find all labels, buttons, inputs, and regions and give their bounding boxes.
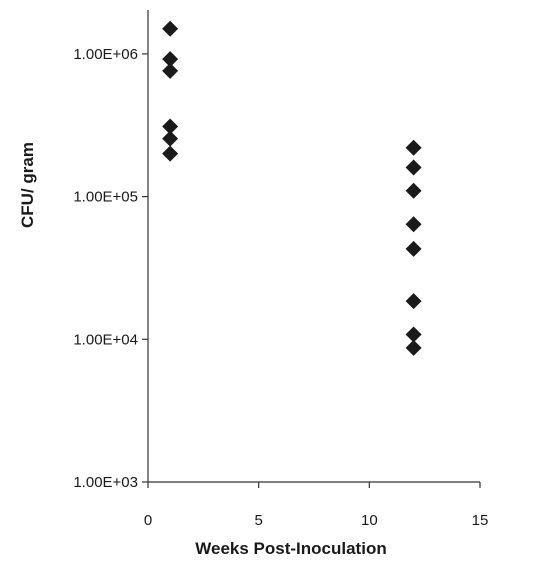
data-point-diamond bbox=[405, 240, 422, 257]
x-ticks: 0 5 10 15 bbox=[144, 482, 489, 529]
data-point-diamond bbox=[162, 145, 179, 162]
y-tick-label: 1.00E+06 bbox=[73, 46, 138, 63]
data-point-diamond bbox=[162, 51, 179, 68]
x-tick-label: 0 bbox=[144, 512, 152, 529]
x-axis-title: Weeks Post-Inoculation bbox=[195, 539, 386, 558]
data-point-diamond bbox=[162, 62, 179, 79]
data-point-diamond bbox=[405, 216, 422, 233]
data-point-diamond bbox=[405, 339, 422, 356]
data-point-diamond bbox=[405, 293, 422, 310]
data-point-diamond bbox=[405, 326, 422, 343]
data-point-diamond bbox=[162, 130, 179, 147]
x-tick-label: 5 bbox=[254, 512, 262, 529]
data-point-diamond bbox=[162, 118, 179, 135]
data-point-diamond bbox=[405, 159, 422, 176]
x-tick-label: 15 bbox=[472, 512, 489, 529]
y-tick-label: 1.00E+04 bbox=[73, 331, 138, 348]
data-points bbox=[162, 20, 422, 356]
data-point-diamond bbox=[162, 20, 179, 37]
y-tick-label: 1.00E+03 bbox=[73, 474, 138, 491]
data-point-diamond bbox=[405, 182, 422, 199]
y-tick-label: 1.00E+05 bbox=[73, 189, 138, 206]
y-ticks: 1.00E+03 1.00E+04 1.00E+05 1.00E+06 bbox=[73, 46, 148, 491]
y-axis-title: CFU/ gram bbox=[18, 142, 37, 228]
x-tick-label: 10 bbox=[361, 512, 378, 529]
data-point-diamond bbox=[405, 139, 422, 156]
